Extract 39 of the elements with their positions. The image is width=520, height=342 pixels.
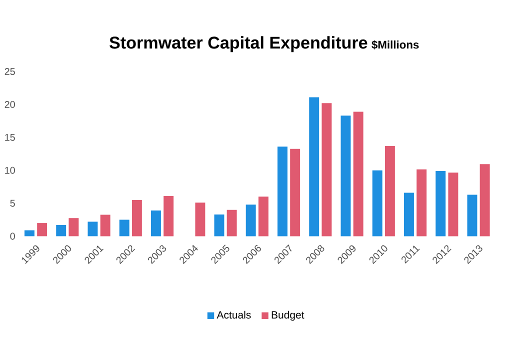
bar bbox=[322, 103, 332, 236]
y-tick-label: 0 bbox=[10, 232, 15, 240]
bar bbox=[353, 112, 364, 236]
bar bbox=[37, 223, 48, 236]
bar bbox=[467, 194, 478, 236]
bar bbox=[24, 230, 34, 236]
bar bbox=[100, 215, 110, 236]
chart-subtitle: $Millions bbox=[372, 40, 419, 50]
y-tick-label: 5 bbox=[10, 200, 15, 207]
bar bbox=[436, 171, 446, 236]
bar bbox=[150, 210, 161, 236]
y-tick-label: 25 bbox=[4, 68, 15, 76]
bar bbox=[309, 97, 320, 236]
bar bbox=[56, 225, 66, 236]
bar bbox=[258, 196, 268, 236]
bar bbox=[88, 222, 98, 236]
bar bbox=[164, 196, 174, 236]
bar bbox=[372, 170, 382, 236]
bar bbox=[226, 210, 237, 236]
bar bbox=[416, 170, 427, 236]
bar bbox=[68, 218, 79, 236]
bar bbox=[290, 149, 300, 236]
legend-label: Budget bbox=[272, 311, 304, 321]
bar bbox=[384, 146, 395, 236]
bar bbox=[404, 192, 414, 236]
bar bbox=[195, 202, 206, 236]
y-tick-label: 20 bbox=[4, 101, 15, 108]
bar bbox=[246, 204, 256, 236]
y-tick-label: 10 bbox=[5, 167, 15, 174]
bar bbox=[132, 200, 142, 236]
bar bbox=[214, 214, 224, 236]
bar bbox=[340, 116, 351, 236]
chart-title: Stormwater Capital Expenditure bbox=[110, 36, 368, 52]
y-tick-label: 15 bbox=[5, 134, 15, 142]
bar bbox=[277, 146, 288, 236]
bar bbox=[480, 164, 490, 236]
bar bbox=[448, 172, 458, 236]
bar bbox=[119, 220, 130, 236]
legend-label: Actuals bbox=[216, 311, 251, 319]
